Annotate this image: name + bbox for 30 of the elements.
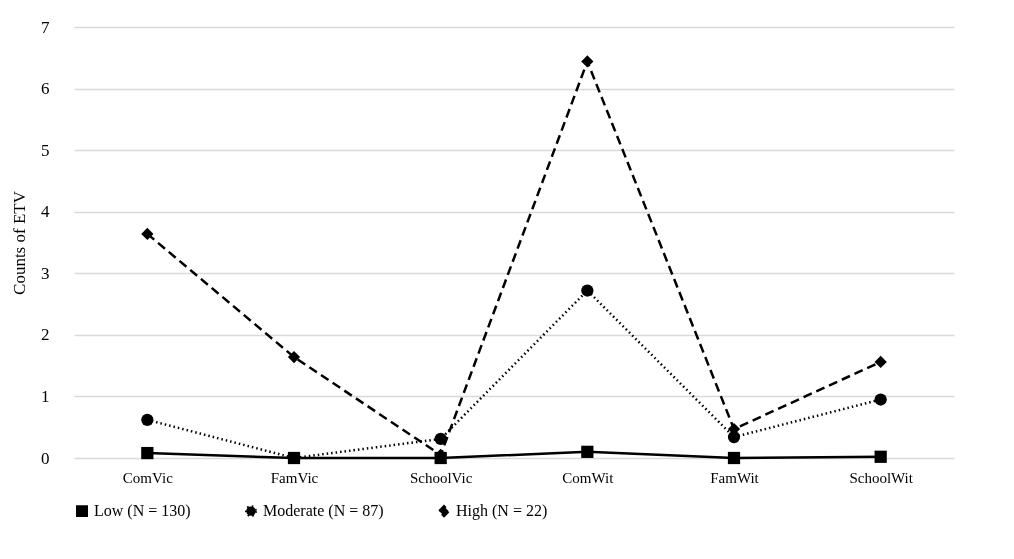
- y-tick-label: 3: [41, 263, 50, 283]
- y-tick-label: 0: [41, 448, 50, 468]
- x-tick-label: ComVic: [122, 469, 174, 486]
- point: [434, 432, 447, 446]
- y-tick-label: 6: [41, 79, 50, 99]
- point: [727, 451, 741, 465]
- legend-label: Moderate (N = 87): [263, 502, 384, 521]
- legend-label: Low (N = 130): [94, 502, 191, 521]
- y-axis-title: Counts of ETV: [10, 190, 29, 295]
- x-tick-label: FamWit: [710, 469, 760, 486]
- point: [581, 55, 594, 68]
- x-tick-label: SchoolVic: [409, 469, 473, 486]
- y-tick-label: 7: [41, 17, 50, 37]
- x-tick-label: SchoolWit: [849, 469, 914, 486]
- point: [141, 446, 154, 460]
- point: [874, 450, 887, 463]
- point: [874, 393, 887, 406]
- point: [141, 413, 154, 426]
- point: [141, 227, 154, 240]
- point: [581, 284, 594, 297]
- point: [287, 350, 301, 364]
- y-tick-label: 4: [41, 202, 50, 222]
- y-tick-label: 1: [41, 386, 50, 406]
- y-tick-label: 2: [41, 325, 50, 345]
- point: [874, 355, 887, 369]
- legend-label: High (N = 22): [456, 502, 548, 521]
- point: [581, 445, 594, 458]
- y-tick-label: 5: [41, 140, 50, 160]
- x-tick-label: ComWit: [562, 469, 615, 486]
- x-tick-label: FamVic: [270, 469, 319, 486]
